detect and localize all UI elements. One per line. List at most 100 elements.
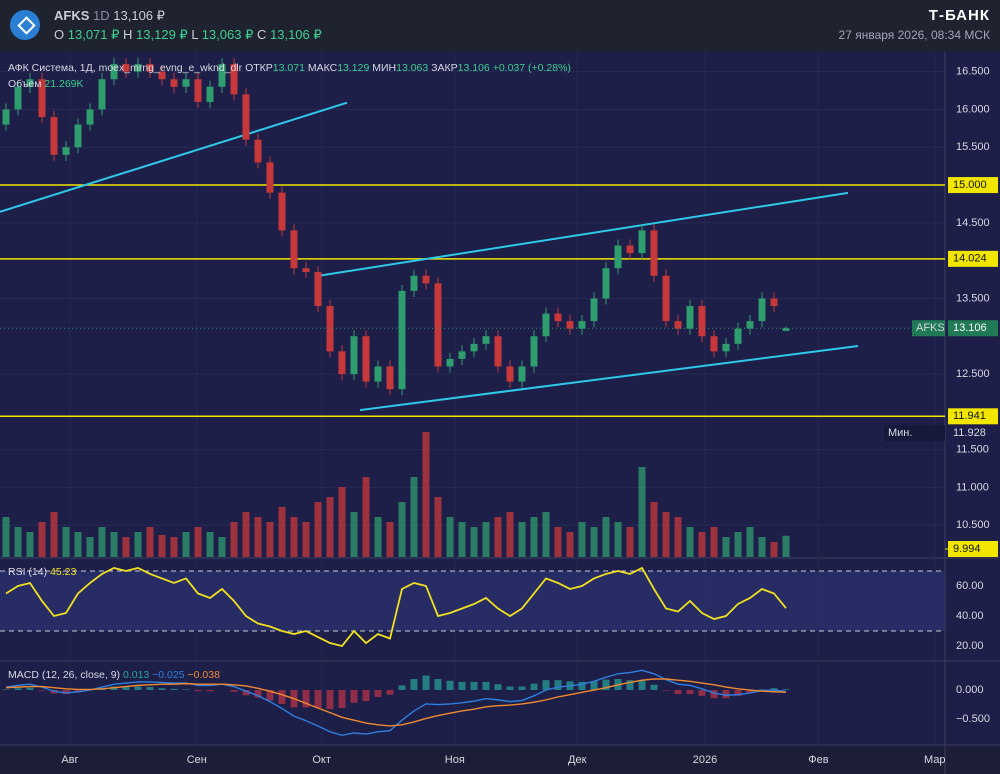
volume-bar — [446, 517, 454, 557]
macd-hist — [254, 690, 262, 698]
min-tag-label: 11.928 — [953, 427, 986, 439]
candle-body — [134, 64, 142, 72]
candle-body — [86, 109, 94, 125]
volume-bar — [266, 522, 274, 557]
volume-bar — [278, 507, 286, 557]
macd-hist — [686, 690, 694, 695]
candle-body — [530, 336, 538, 367]
volume-bar — [506, 512, 514, 557]
macd-hist — [602, 679, 610, 691]
candle-body — [722, 343, 730, 352]
x-tick-label: Фев — [808, 754, 828, 766]
volume-bar — [158, 535, 166, 557]
y-tick-label: 10.500 — [956, 519, 990, 531]
y-tick-label: 16.500 — [956, 66, 990, 78]
macd-hist — [2, 689, 10, 691]
macd-hist — [266, 690, 274, 701]
rsi-tick-label: 20.00 — [956, 640, 984, 652]
macd-hist — [386, 690, 394, 695]
candle-body — [386, 366, 394, 390]
volume-bar — [362, 477, 370, 557]
macd-value: 0.013 — [123, 669, 149, 681]
candle-body — [458, 351, 466, 359]
trendline — [359, 345, 859, 412]
volume-bar — [326, 497, 334, 557]
level-tag — [948, 177, 998, 194]
macd-hist — [758, 689, 766, 691]
macd-hist — [482, 681, 490, 691]
macd-hist — [278, 690, 286, 704]
candle-body — [350, 336, 358, 375]
y-tick-label: 14.500 — [956, 217, 990, 229]
stat-value: 13.106 — [458, 62, 490, 74]
volume-bar — [566, 532, 574, 557]
volume-bar — [734, 532, 742, 557]
macd-hist — [158, 688, 166, 691]
macd-hist — [470, 681, 478, 691]
macd-hist — [734, 690, 742, 696]
candle-body — [494, 336, 502, 367]
macd-value: −0.038 — [188, 669, 221, 681]
macd-hist — [350, 690, 358, 703]
symbol-line: AFKS 1D 13,106 ₽ — [54, 8, 165, 24]
time-axis-bg — [0, 745, 1000, 774]
candle-body — [446, 358, 454, 367]
macd-tick-label: 0.000 — [956, 684, 984, 696]
candle-body — [338, 351, 346, 375]
volume-bar — [530, 517, 538, 557]
candle-body — [74, 124, 82, 148]
stat-key: ОТКР — [245, 62, 273, 74]
macd-hist — [230, 690, 238, 692]
level-tag — [948, 541, 998, 557]
macd-hist — [770, 688, 778, 691]
chart: 16.500 16.000 15.500 14.500 13.500 12.500 11.5… — [0, 52, 1000, 774]
candle-body — [662, 275, 670, 322]
symbol-tag — [912, 320, 945, 337]
candle-body — [398, 290, 406, 390]
volume-bar — [26, 532, 34, 557]
candle-body — [98, 79, 106, 110]
volume-bar — [302, 522, 310, 557]
macd-hist — [506, 686, 514, 691]
volume-bar — [422, 432, 430, 557]
macd-hist — [242, 690, 250, 696]
datetime: 27 января 2026, 08:34 МСК — [838, 28, 990, 42]
candle-body — [218, 64, 226, 87]
candle-body — [182, 79, 190, 87]
candle-body — [230, 64, 238, 95]
candle-body — [542, 313, 550, 337]
macd-tick-label: −0.500 — [956, 713, 990, 725]
volume-bar — [542, 512, 550, 557]
candle-body — [50, 117, 58, 155]
legend: АФК Система, 1Д, moex_mrng_evng_e_wknd_d… — [8, 62, 571, 74]
ohlc-key: H — [123, 27, 133, 42]
volume-bar — [134, 532, 142, 557]
volume-bar — [650, 502, 658, 557]
candle-body — [734, 328, 742, 344]
macd-hist — [578, 681, 586, 691]
candle-body — [782, 328, 790, 331]
rsi-line — [5, 566, 787, 648]
volume-bar — [230, 522, 238, 557]
volume-bar — [242, 512, 250, 557]
ohlc-value: 13,071 ₽ — [67, 27, 120, 42]
candle-body — [650, 230, 658, 276]
macd-hist — [554, 680, 562, 691]
candle-body — [470, 343, 478, 352]
volume-bar — [710, 527, 718, 557]
macd-hist — [434, 678, 442, 691]
volume-bar — [74, 532, 82, 557]
volume-bar — [98, 527, 106, 557]
candle-body — [638, 230, 646, 254]
ohlc-key: O — [54, 27, 65, 42]
volume-bar — [614, 522, 622, 557]
macd-hist — [314, 690, 322, 708]
volume-bar — [686, 527, 694, 557]
volume-bar — [398, 502, 406, 557]
min-tag-bg — [884, 425, 945, 442]
rsi-band — [0, 570, 945, 632]
level-tag — [948, 250, 998, 267]
volume-bar — [458, 522, 466, 557]
level-tag-label: 14.024 — [953, 253, 987, 265]
